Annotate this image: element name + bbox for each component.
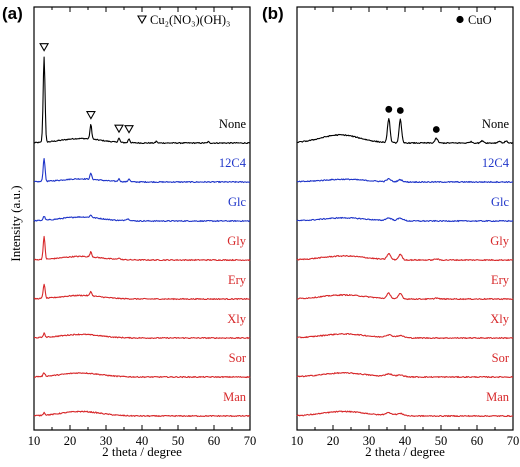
peak-triangle-marker: [85, 111, 96, 120]
series-label: Ery: [491, 273, 510, 287]
series-label: Gly: [490, 234, 510, 248]
panel-b: 10 20 30 40 50 60 70 2 theta / degree CuO None 12C…: [291, 6, 520, 459]
series-line-gly: [296, 252, 514, 262]
legend-triangle-marker: [137, 15, 147, 25]
series-line-none: [296, 118, 514, 145]
series-label: Sor: [229, 351, 247, 365]
x-tick-label: 70: [244, 434, 257, 448]
series-line-none: [33, 56, 251, 145]
series-label: Man: [223, 390, 247, 404]
series-line-man: [33, 410, 251, 418]
x-tick-label: 30: [363, 434, 376, 448]
series-line-ery: [33, 283, 251, 301]
peak-circle-marker: [385, 105, 393, 113]
x-tick-label: 20: [327, 434, 340, 448]
series-line-xly: [296, 332, 514, 340]
series-label: Glc: [228, 195, 247, 209]
x-tick-label: 10: [291, 434, 304, 448]
plot-frame: [33, 6, 251, 431]
series-line-sor: [33, 372, 251, 379]
panel-label: (b): [262, 4, 284, 23]
x-tick-label: 50: [435, 434, 448, 448]
series-label: Man: [486, 390, 510, 404]
series-label: Xly: [227, 312, 247, 326]
legend-label: CuO: [468, 13, 492, 27]
series-line-glc: [33, 214, 250, 223]
series-label: None: [219, 117, 247, 131]
series-line-sor: [296, 371, 514, 379]
x-tick-label: 60: [471, 434, 484, 448]
x-tick-label: 40: [136, 434, 149, 448]
series-line-ery: [296, 292, 514, 301]
x-tick-label: 30: [100, 434, 113, 448]
series-label: None: [482, 117, 510, 131]
legend-label: Cu₂(NO₃)(OH)₃: [150, 13, 230, 27]
peak-circle-marker: [432, 126, 440, 133]
panel-label: (a): [2, 4, 23, 23]
peak-triangle-marker: [124, 125, 134, 134]
legend-circle-marker: [456, 15, 464, 24]
series-line-gly: [33, 235, 251, 262]
series-label: Glc: [491, 195, 510, 209]
series-line-12c4: [296, 178, 514, 184]
x-tick-label: 20: [64, 434, 77, 448]
series-label: Gly: [227, 234, 247, 248]
y-axis-label: Intensity (a.u.): [8, 185, 23, 261]
series-label: 12C4: [219, 156, 247, 170]
series-label: Xly: [490, 312, 510, 326]
series-label: Ery: [228, 273, 247, 287]
series-line-12c4: [33, 157, 251, 184]
x-tick-label: 60: [208, 434, 221, 448]
series-label: 12C4: [482, 156, 510, 170]
x-tick-label: 70: [507, 434, 520, 448]
x-axis-label: 2 theta / degree: [365, 444, 445, 459]
x-axis-label: 2 theta / degree: [102, 444, 182, 459]
x-tick-label: 50: [172, 434, 185, 448]
series-label: Sor: [492, 351, 510, 365]
series-line-xly: [34, 332, 251, 340]
peak-triangle-marker: [114, 124, 124, 134]
peak-triangle-marker: [39, 43, 50, 52]
panel-a: 10 20 30 40 50 60 70 2 theta / degree Intensity …: [8, 6, 257, 459]
series-line-glc: [296, 216, 514, 223]
series-line-man: [296, 410, 514, 418]
x-tick-label: 40: [399, 434, 412, 448]
x-tick-label: 10: [28, 434, 41, 448]
peak-circle-marker: [396, 107, 404, 114]
